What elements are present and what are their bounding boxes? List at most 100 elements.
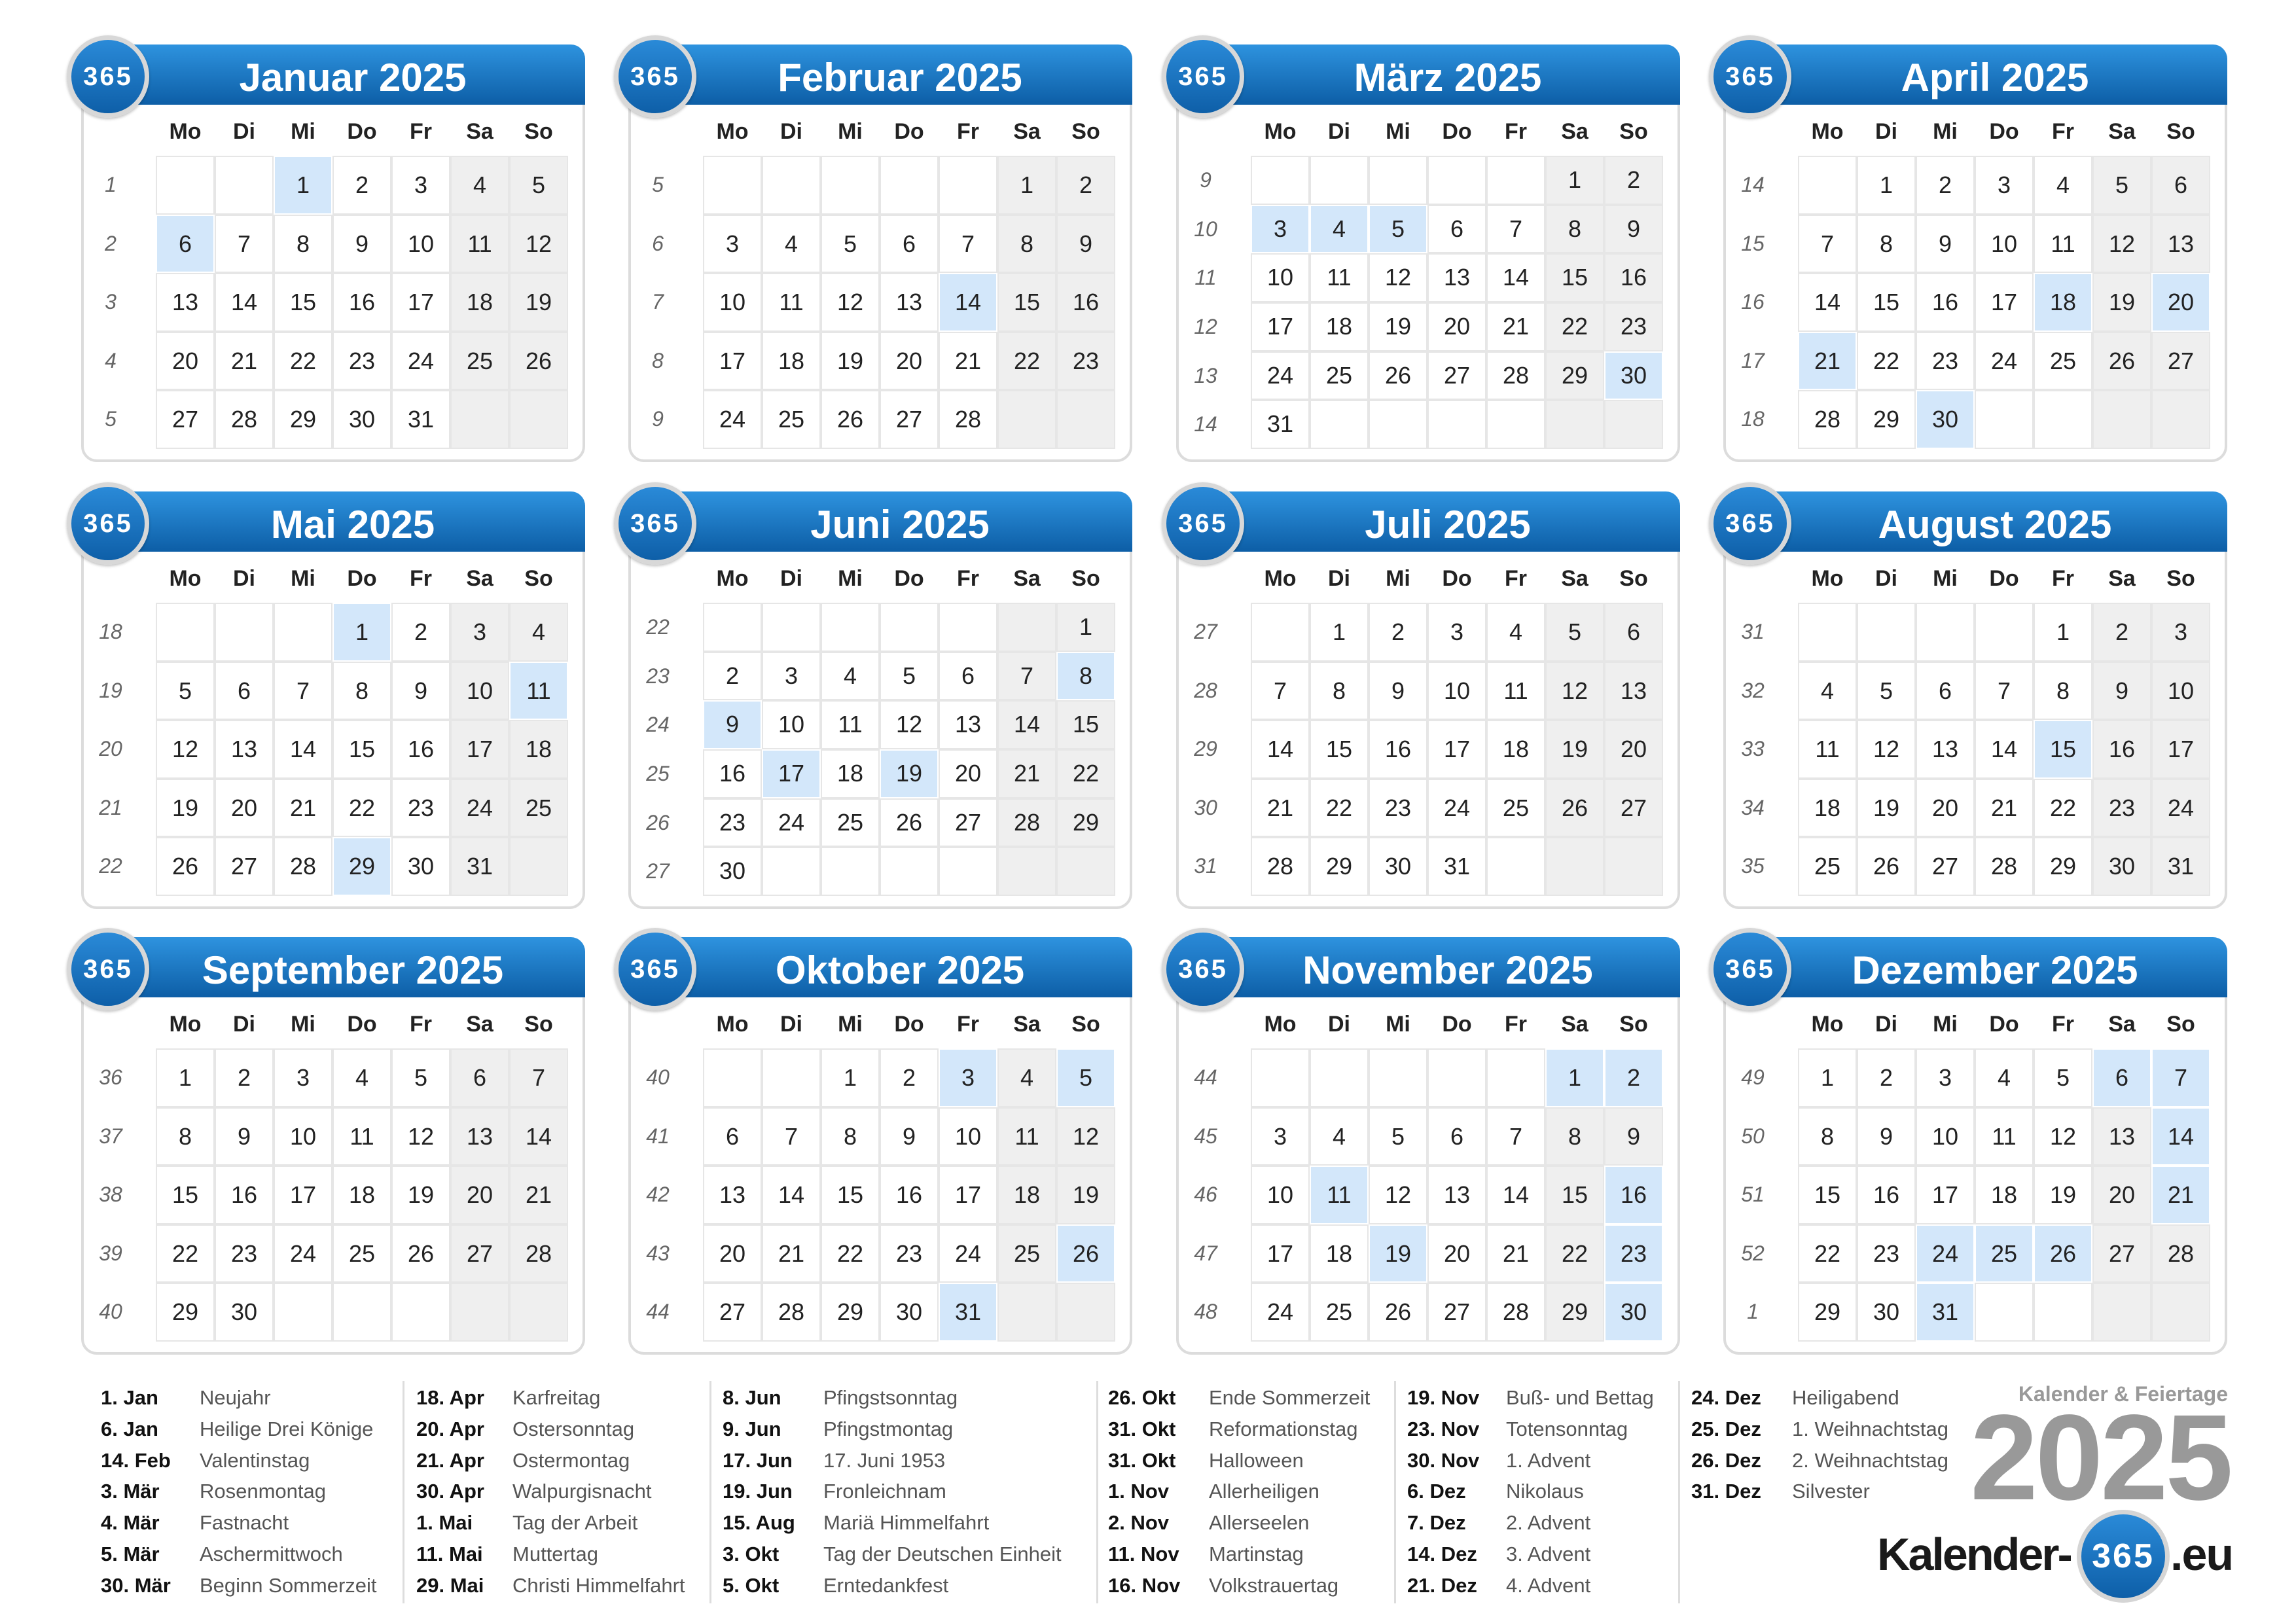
- day-cell[interactable]: 24: [939, 1224, 997, 1283]
- day-cell[interactable]: 21: [1798, 331, 1857, 391]
- day-cell[interactable]: 3: [1916, 1048, 1975, 1107]
- day-cell[interactable]: 8: [1545, 204, 1604, 254]
- kalender-365-logo[interactable]: Kalender- 365 .eu: [1877, 1510, 2234, 1603]
- day-cell[interactable]: 29: [2034, 837, 2092, 896]
- day-cell[interactable]: 16: [332, 273, 391, 332]
- day-cell[interactable]: 5: [821, 214, 880, 274]
- day-cell[interactable]: 26: [1545, 778, 1604, 838]
- day-cell[interactable]: 5: [2092, 156, 2151, 215]
- day-cell[interactable]: 14: [2151, 1107, 2210, 1166]
- day-cell[interactable]: 12: [821, 273, 880, 332]
- day-cell[interactable]: 7: [274, 661, 332, 721]
- day-cell[interactable]: 3: [703, 214, 762, 274]
- day-cell[interactable]: 20: [1604, 720, 1663, 779]
- day-cell[interactable]: 14: [1486, 1166, 1545, 1224]
- day-cell[interactable]: 3: [939, 1048, 997, 1107]
- day-cell[interactable]: 25: [762, 390, 821, 449]
- day-cell[interactable]: 19: [2034, 1166, 2092, 1224]
- day-cell[interactable]: 22: [1545, 1224, 1604, 1283]
- day-cell[interactable]: 13: [939, 700, 997, 749]
- day-cell[interactable]: 13: [2151, 214, 2210, 274]
- day-cell[interactable]: 8: [1310, 661, 1369, 721]
- day-cell[interactable]: 14: [1975, 720, 2034, 779]
- day-cell[interactable]: 16: [1916, 273, 1975, 332]
- day-cell[interactable]: 12: [1369, 253, 1427, 302]
- day-cell[interactable]: 14: [1798, 273, 1857, 332]
- day-cell[interactable]: 5: [509, 156, 568, 215]
- day-cell[interactable]: 8: [1056, 651, 1115, 701]
- day-cell[interactable]: 9: [391, 661, 450, 721]
- day-cell[interactable]: 7: [1975, 661, 2034, 721]
- day-cell[interactable]: 18: [821, 749, 880, 798]
- day-cell[interactable]: 3: [2151, 603, 2210, 662]
- day-cell[interactable]: 29: [1545, 1283, 1604, 1342]
- day-cell[interactable]: 14: [1486, 253, 1545, 302]
- day-cell[interactable]: 22: [997, 331, 1056, 391]
- day-cell[interactable]: 8: [332, 661, 391, 721]
- day-cell[interactable]: 27: [1604, 778, 1663, 838]
- day-cell[interactable]: 11: [1486, 661, 1545, 721]
- day-cell[interactable]: 1: [274, 156, 332, 215]
- day-cell[interactable]: 23: [1369, 778, 1427, 838]
- day-cell[interactable]: 7: [2151, 1048, 2210, 1107]
- day-cell[interactable]: 17: [2151, 720, 2210, 779]
- day-cell[interactable]: 29: [332, 837, 391, 896]
- day-cell[interactable]: 17: [703, 331, 762, 391]
- day-cell[interactable]: 21: [1486, 1224, 1545, 1283]
- day-cell[interactable]: 3: [1251, 1107, 1310, 1166]
- day-cell[interactable]: 18: [1310, 1224, 1369, 1283]
- day-cell[interactable]: 19: [2092, 273, 2151, 332]
- day-cell[interactable]: 16: [391, 720, 450, 779]
- day-cell[interactable]: 3: [762, 651, 821, 701]
- day-cell[interactable]: 20: [703, 1224, 762, 1283]
- day-cell[interactable]: 22: [821, 1224, 880, 1283]
- day-cell[interactable]: 6: [1427, 204, 1486, 254]
- day-cell[interactable]: 26: [2034, 1224, 2092, 1283]
- day-cell[interactable]: 10: [703, 273, 762, 332]
- day-cell[interactable]: 31: [2151, 837, 2210, 896]
- day-cell[interactable]: 21: [509, 1166, 568, 1224]
- day-cell[interactable]: 23: [1857, 1224, 1916, 1283]
- day-cell[interactable]: 9: [1916, 214, 1975, 274]
- day-cell[interactable]: 2: [703, 651, 762, 701]
- day-cell[interactable]: 1: [332, 603, 391, 662]
- day-cell[interactable]: 30: [2092, 837, 2151, 896]
- day-cell[interactable]: 17: [762, 749, 821, 798]
- day-cell[interactable]: 3: [274, 1048, 332, 1107]
- day-cell[interactable]: 29: [1545, 351, 1604, 401]
- day-cell[interactable]: 5: [156, 661, 215, 721]
- day-cell[interactable]: 2: [391, 603, 450, 662]
- day-cell[interactable]: 8: [1857, 214, 1916, 274]
- day-cell[interactable]: 10: [762, 700, 821, 749]
- day-cell[interactable]: 13: [880, 273, 939, 332]
- day-cell[interactable]: 12: [1857, 720, 1916, 779]
- day-cell[interactable]: 5: [1369, 204, 1427, 254]
- day-cell[interactable]: 22: [1056, 749, 1115, 798]
- day-cell[interactable]: 28: [274, 837, 332, 896]
- day-cell[interactable]: 27: [215, 837, 274, 896]
- day-cell[interactable]: 11: [1798, 720, 1857, 779]
- day-cell[interactable]: 31: [939, 1283, 997, 1342]
- day-cell[interactable]: 22: [332, 778, 391, 838]
- day-cell[interactable]: 5: [1545, 603, 1604, 662]
- day-cell[interactable]: 25: [509, 778, 568, 838]
- day-cell[interactable]: 14: [274, 720, 332, 779]
- day-cell[interactable]: 18: [762, 331, 821, 391]
- day-cell[interactable]: 21: [1251, 778, 1310, 838]
- day-cell[interactable]: 11: [1975, 1107, 2034, 1166]
- day-cell[interactable]: 4: [2034, 156, 2092, 215]
- day-cell[interactable]: 3: [450, 603, 509, 662]
- day-cell[interactable]: 13: [156, 273, 215, 332]
- day-cell[interactable]: 10: [1916, 1107, 1975, 1166]
- day-cell[interactable]: 16: [1369, 720, 1427, 779]
- day-cell[interactable]: 25: [1310, 351, 1369, 401]
- day-cell[interactable]: 1: [1310, 603, 1369, 662]
- day-cell[interactable]: 20: [939, 749, 997, 798]
- day-cell[interactable]: 6: [939, 651, 997, 701]
- day-cell[interactable]: 26: [1369, 351, 1427, 401]
- day-cell[interactable]: 6: [156, 214, 215, 274]
- day-cell[interactable]: 4: [1310, 1107, 1369, 1166]
- day-cell[interactable]: 3: [1427, 603, 1486, 662]
- day-cell[interactable]: 25: [821, 798, 880, 847]
- day-cell[interactable]: 31: [1916, 1283, 1975, 1342]
